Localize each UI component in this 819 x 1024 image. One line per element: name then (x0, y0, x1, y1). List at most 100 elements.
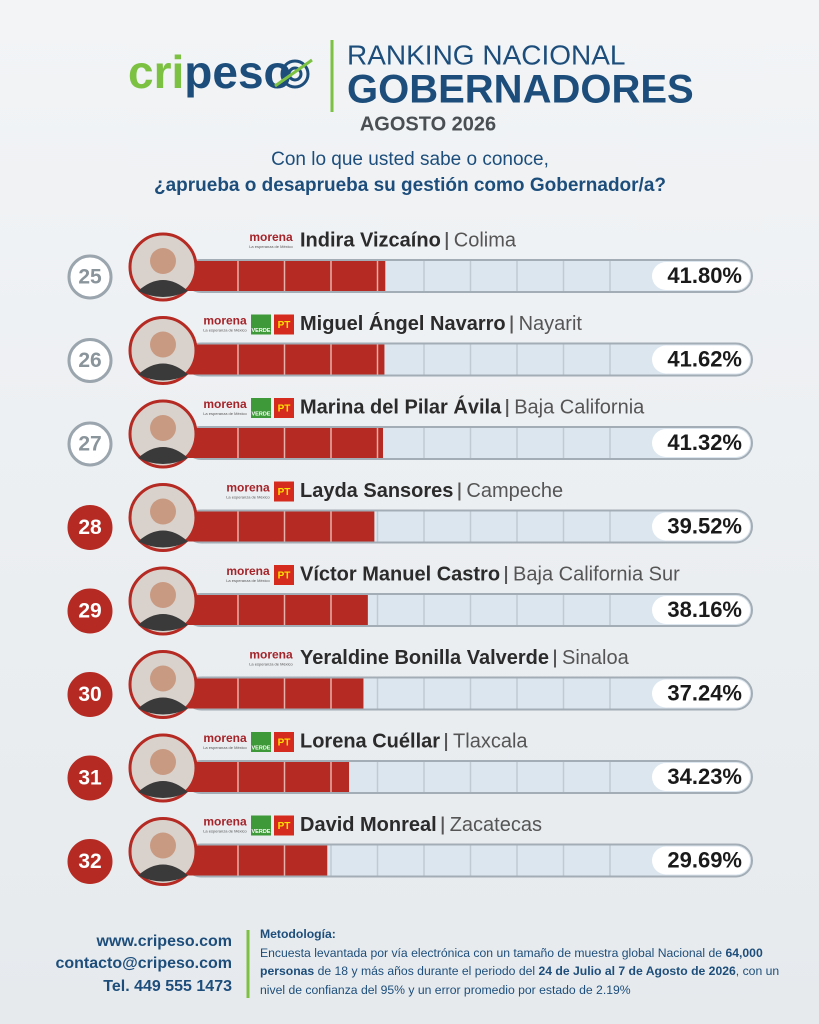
methodology-text: de 18 y más años durante el periodo del (314, 964, 539, 978)
photo-body (138, 614, 188, 631)
phone: Tel. 449 555 1473 (103, 978, 232, 995)
party-verde (251, 815, 271, 836)
rank: 30 (78, 683, 101, 706)
ranking-row: 34.23% 31 Lorena Cuéllar Tlaxcala PT VERDE mor… (67, 730, 753, 803)
value-box (652, 679, 750, 708)
candidate-name: Miguel Ángel Navarro (300, 312, 506, 335)
email: contacto@cripeso.com (55, 955, 232, 972)
photo-body (138, 280, 188, 297)
photo-head (150, 665, 176, 692)
question-line1: Con lo que usted sabe o conoce, (271, 149, 549, 170)
party-label: morena (249, 230, 293, 244)
party-pt (274, 732, 294, 752)
bar (185, 762, 350, 792)
party-label: morena (203, 731, 247, 745)
party-pt (274, 398, 294, 418)
photo-body (138, 447, 188, 464)
rank: 28 (78, 516, 102, 539)
question-line2: ¿aprueba o desaprueba su gestión como Go… (154, 175, 666, 196)
state: Baja California (514, 396, 645, 418)
value-label: 41.32% (667, 430, 742, 455)
value-box (652, 512, 750, 541)
rank: 29 (78, 600, 101, 623)
party-label: PT (278, 738, 291, 749)
party-tagline: La esperanza de México (226, 495, 270, 500)
party-verde (251, 732, 271, 752)
party-label: morena (226, 564, 270, 578)
party-label: morena (249, 648, 293, 662)
value-label: 39.52% (667, 513, 742, 538)
ranking-row: 29.69% 32 David Monreal Zacatecas PT VERDE mor… (67, 814, 753, 886)
value-box (652, 345, 750, 374)
party-label: morena (226, 481, 270, 495)
photo-head (150, 498, 176, 525)
candidate-name: Marina del Pilar Ávila (300, 395, 502, 418)
rank-badge (67, 338, 113, 383)
value-label: 29.69% (667, 847, 742, 872)
date: AGOSTO 2026 (360, 113, 496, 135)
party-label: morena (203, 815, 247, 829)
party-pt (274, 314, 294, 335)
photo-head (150, 582, 176, 608)
methodology-title: Metodología: (260, 927, 336, 941)
candidate-name: Indira Vizcaíno (300, 229, 441, 251)
candidate-name: David Monreal (300, 814, 437, 836)
party-label: PT (278, 571, 291, 582)
logo-target (274, 58, 313, 89)
value-box (652, 763, 750, 791)
value-label: 34.23% (667, 764, 742, 789)
rank: 25 (78, 266, 102, 289)
party-tagline: La esperanza de México (203, 745, 247, 750)
photo-head (150, 415, 176, 441)
photo-head (150, 832, 176, 859)
candidate-name: Layda Sansores (300, 480, 453, 502)
party-label: PT (278, 487, 291, 498)
bar (185, 845, 328, 876)
methodology-text: 64,000 personas (260, 945, 763, 979)
state: Tlaxcala (453, 730, 528, 752)
party-tagline: La esperanza de México (203, 829, 247, 834)
title-line2: GOBERNADORES (347, 68, 694, 112)
ranking-row: 39.52% 28 Layda Sansores Campeche PT morenaLa… (67, 480, 753, 552)
value-label: 41.62% (667, 346, 742, 371)
party-verde (251, 398, 271, 418)
party-label: VERDE (252, 745, 271, 751)
photo-body (138, 363, 188, 381)
state: Colima (454, 229, 517, 251)
rank-badge (67, 421, 113, 467)
methodology-text: 24 de Julio al 7 de Agosto de 2026 (538, 964, 736, 978)
rank-badge (67, 254, 113, 300)
party-label: VERDE (252, 328, 271, 334)
photo-body (138, 864, 188, 882)
party-pt (274, 815, 294, 836)
party-tagline: La esperanza de México (203, 411, 247, 416)
photo-body (138, 530, 188, 548)
bar (185, 511, 375, 542)
rank-badge (67, 588, 113, 634)
value-label: 41.80% (667, 263, 742, 288)
value-box (652, 596, 750, 624)
party-tagline: La esperanza de México (249, 244, 293, 249)
value-box (652, 262, 750, 290)
party-pt (274, 481, 294, 502)
party-verde (251, 314, 271, 335)
candidate-name: Víctor Manuel Castro (300, 563, 500, 585)
website: www.cripeso.com (96, 933, 232, 950)
rank-badge (67, 505, 113, 550)
party-tagline: La esperanza de México (249, 662, 293, 667)
logo-peso: peso (184, 46, 291, 98)
title-line1: RANKING NACIONAL (347, 39, 626, 70)
candidate-name: Lorena Cuéllar (300, 730, 440, 752)
rank-badge (67, 839, 113, 884)
state: Sinaloa (562, 647, 630, 669)
value-box (652, 429, 750, 457)
party-tagline: La esperanza de México (203, 328, 247, 333)
value-label: 38.16% (667, 597, 742, 622)
rank: 32 (78, 850, 101, 873)
rank: 26 (78, 349, 101, 372)
party-label: morena (203, 397, 247, 411)
party-label: morena (203, 314, 247, 328)
